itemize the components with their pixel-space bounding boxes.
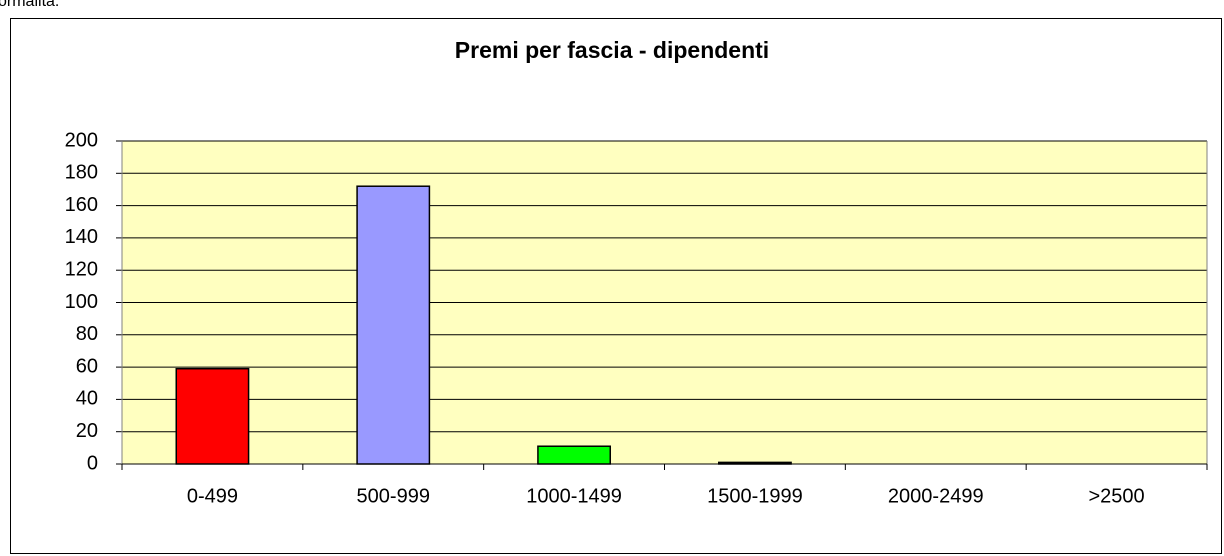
x-tick-label: 0-499	[187, 485, 238, 507]
y-tick-label: 180	[65, 162, 98, 184]
y-tick-label: 120	[65, 258, 98, 280]
y-tick-label: 200	[65, 129, 98, 151]
bar	[537, 445, 612, 465]
x-tick-label: 1000-1499	[526, 485, 622, 507]
x-tick-label: 500-999	[357, 485, 430, 507]
caption: ormalità.	[0, 0, 59, 10]
y-tick-label: 0	[87, 452, 98, 474]
bar	[175, 367, 250, 465]
y-tick-label: 40	[76, 388, 98, 410]
y-tick-label: 60	[76, 355, 98, 377]
y-tick-label: 140	[65, 226, 98, 248]
x-tick-label: 1500-1999	[707, 485, 803, 507]
y-tick-label: 20	[76, 420, 98, 442]
chart-title: Premi per fascia - dipendenti	[455, 37, 769, 63]
y-tick-label: 100	[65, 291, 98, 313]
bar	[356, 185, 431, 465]
x-tick-label: 2000-2499	[888, 485, 984, 507]
bar	[718, 461, 792, 465]
y-tick-label: 80	[76, 323, 98, 345]
y-tick-label: 160	[65, 194, 98, 216]
x-tick-label: >2500	[1088, 485, 1144, 507]
